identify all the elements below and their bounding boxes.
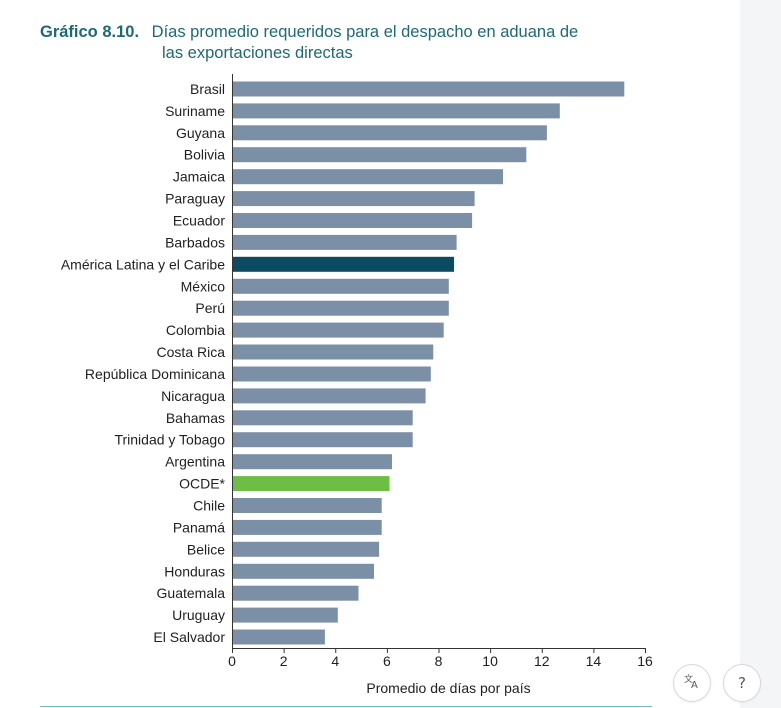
category-label-9: México: [181, 278, 226, 294]
x-tick-label-4: 8: [435, 653, 443, 669]
category-label-22: Honduras: [164, 563, 225, 579]
category-label-6: Ecuador: [173, 213, 225, 229]
category-label-3: Bolivia: [184, 147, 225, 163]
category-label-8: América Latina y el Caribe: [61, 256, 225, 272]
bottom-divider: [40, 706, 652, 707]
x-tick-label-7: 14: [586, 653, 602, 669]
x-tick-label-2: 4: [331, 653, 339, 669]
help-icon: ?: [738, 674, 746, 692]
category-label-11: Colombia: [166, 322, 225, 338]
bar-7: [232, 234, 457, 250]
category-label-19: Chile: [193, 498, 225, 514]
x-tick-label-1: 2: [280, 653, 288, 669]
category-label-7: Barbados: [165, 234, 225, 250]
category-label-23: Guatemala: [157, 585, 226, 601]
bar-13: [232, 366, 431, 382]
translate-icon: 文 A: [683, 672, 701, 694]
x-tick-label-5: 10: [482, 653, 498, 669]
bar-11: [232, 322, 444, 338]
category-label-21: Belice: [187, 541, 225, 557]
bar-12: [232, 344, 434, 360]
category-label-12: Costa Rica: [157, 344, 226, 360]
category-label-1: Suriname: [165, 103, 225, 119]
chart-title-line1: Días promedio requeridos para el despach…: [151, 23, 579, 41]
x-tick-label-0: 0: [228, 653, 236, 669]
bar-18: [232, 476, 390, 492]
bar-19: [232, 498, 382, 513]
category-label-2: Guyana: [176, 125, 225, 141]
translate-button[interactable]: 文 A: [673, 664, 711, 702]
x-tick-label-8: 16: [637, 653, 653, 669]
bar-9: [232, 278, 449, 294]
bar-4: [232, 169, 503, 185]
x-tick-label-6: 12: [534, 653, 550, 669]
bar-22: [232, 563, 374, 579]
x-axis-title: Promedio de días por país: [366, 680, 530, 696]
right-panel-strip: [740, 0, 781, 708]
bar-15: [232, 410, 413, 426]
chart-title: Gráfico 8.10. Días promedio requeridos p…: [40, 22, 660, 64]
chart-title-line2: las exportaciones directas: [162, 44, 353, 62]
category-label-10: Perú: [195, 300, 225, 316]
bar-24: [232, 607, 338, 623]
category-label-20: Panamá: [173, 519, 225, 535]
bar-17: [232, 454, 392, 470]
category-label-25: El Salvador: [153, 629, 225, 645]
bar-10: [232, 300, 449, 316]
category-label-15: Bahamas: [166, 410, 225, 426]
bar-25: [232, 629, 325, 645]
bar-20: [232, 519, 382, 535]
bar-5: [232, 191, 475, 207]
bar-23: [232, 585, 359, 601]
x-tick-label-3: 6: [383, 653, 391, 669]
category-label-13: República Dominicana: [85, 366, 225, 382]
bar-6: [232, 213, 473, 228]
bar-2: [232, 125, 547, 141]
bar-3: [232, 147, 527, 163]
category-label-5: Paraguay: [165, 191, 225, 207]
category-label-16: Trinidad y Tobago: [114, 432, 225, 448]
category-label-18: OCDE*: [179, 476, 225, 492]
bar-0: [232, 81, 625, 97]
category-label-4: Jamaica: [173, 169, 225, 185]
svg-text:A: A: [691, 680, 698, 690]
bar-1: [232, 103, 560, 119]
bar-8: [232, 256, 454, 272]
help-button[interactable]: ?: [723, 664, 761, 702]
bar-16: [232, 432, 413, 448]
bar-14: [232, 388, 426, 404]
category-label-24: Uruguay: [172, 607, 225, 623]
category-label-0: Brasil: [190, 81, 225, 97]
category-label-14: Nicaragua: [161, 388, 225, 404]
bar-21: [232, 541, 380, 557]
chart-number: Gráfico 8.10.: [40, 23, 140, 41]
category-label-17: Argentina: [165, 454, 225, 470]
svg-text:文: 文: [684, 673, 693, 685]
